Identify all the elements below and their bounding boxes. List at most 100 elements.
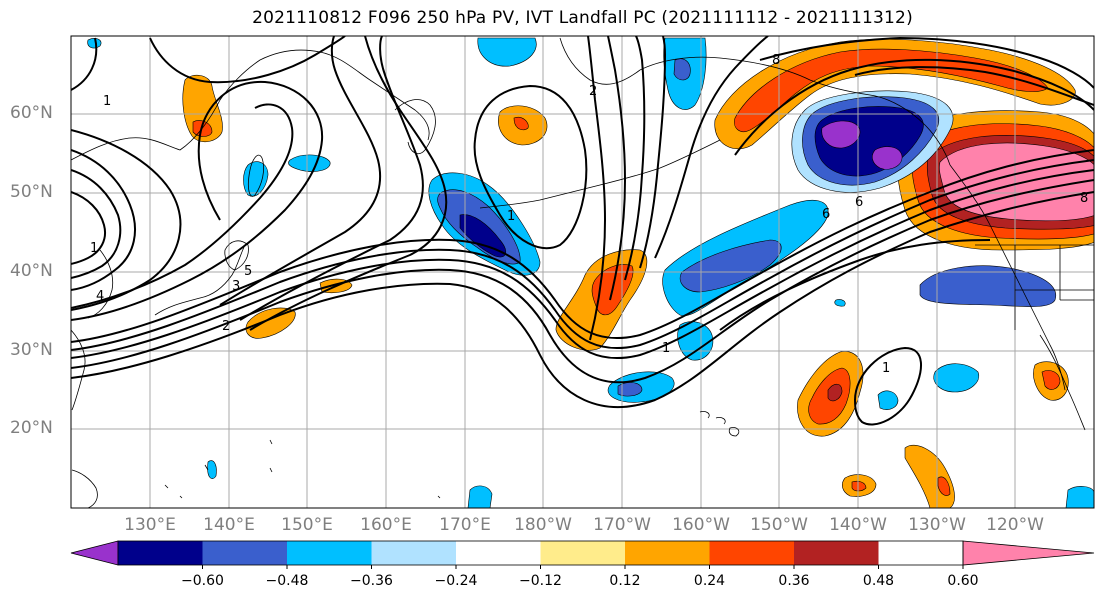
positive-anomaly-region bbox=[1041, 370, 1061, 390]
negative-anomaly-region bbox=[207, 460, 217, 479]
longitude-label: 140°W bbox=[829, 515, 887, 535]
contour-line bbox=[239, 36, 424, 321]
colorbar-segment bbox=[202, 541, 287, 565]
japan-islands bbox=[224, 240, 249, 271]
colorbar-tick-label: −0.48 bbox=[265, 573, 309, 589]
philippines-coastline bbox=[71, 469, 98, 508]
colorbar-tick-label: 0.60 bbox=[947, 573, 979, 589]
contour-line bbox=[853, 346, 923, 426]
negative-anomaly-region bbox=[919, 265, 1057, 307]
contour-label: 1 bbox=[103, 94, 111, 109]
ivt-contours bbox=[71, 36, 1094, 426]
contour-label: 1 bbox=[507, 209, 515, 224]
longitude-label: 170°E bbox=[439, 515, 491, 535]
longitude-label: 170°W bbox=[593, 515, 651, 535]
us-state-borders bbox=[1014, 245, 1094, 330]
contour-label: 8 bbox=[772, 53, 780, 68]
contour-line bbox=[249, 36, 448, 331]
contour-line bbox=[71, 129, 182, 311]
contour-label: 1 bbox=[662, 341, 670, 356]
contour-labels: 1 1 1 1 1 2 2 3 4 5 6 6 8 8 bbox=[90, 53, 1088, 376]
negative-anomaly-region bbox=[679, 239, 782, 293]
contour-line bbox=[71, 159, 1094, 351]
north-america-coastline bbox=[949, 164, 1066, 391]
contour-label: 2 bbox=[222, 319, 230, 334]
contour-line bbox=[71, 149, 1094, 343]
negative-anomaly-region bbox=[673, 58, 691, 81]
colorbar bbox=[70, 540, 1095, 569]
positive-anomaly-region bbox=[939, 142, 1094, 222]
contour-line bbox=[639, 36, 667, 269]
colorbar-segment bbox=[709, 541, 794, 565]
colorbar-segment bbox=[625, 541, 710, 565]
contour-line bbox=[71, 37, 98, 91]
contour-line bbox=[607, 36, 627, 301]
contour-line bbox=[624, 36, 646, 281]
contour-line bbox=[854, 66, 1094, 106]
aleutian-islands bbox=[479, 184, 601, 209]
colorbar-segment bbox=[794, 541, 879, 565]
alaska-peninsula bbox=[599, 139, 721, 186]
colorbar-tick-label: −0.12 bbox=[519, 573, 562, 589]
positive-anomaly-region bbox=[827, 383, 843, 402]
contour-label: 1 bbox=[90, 241, 98, 256]
colorbar-tick-label: 0.36 bbox=[778, 573, 810, 589]
negative-anomaly-region bbox=[834, 299, 846, 307]
longitude-label: 150°E bbox=[281, 515, 333, 535]
contour-line bbox=[71, 149, 136, 291]
colorbar-segment bbox=[540, 541, 625, 565]
negative-anomaly-region bbox=[288, 154, 331, 172]
contour-label: 6 bbox=[855, 195, 863, 210]
colorbar-segment bbox=[118, 541, 203, 565]
longitude-label: 180°W bbox=[514, 515, 572, 535]
okhotsk-coastline bbox=[247, 154, 264, 197]
contour-line bbox=[759, 36, 1094, 89]
colorbar-tick-label: −0.36 bbox=[350, 573, 393, 589]
longitude-label: 160°W bbox=[672, 515, 730, 535]
contour-line bbox=[587, 36, 607, 341]
contour-line bbox=[219, 36, 382, 306]
colorbar-extend-high bbox=[962, 540, 1095, 566]
colorbar-ticks bbox=[202, 565, 964, 569]
latitude-label: 50°N bbox=[10, 182, 53, 202]
latitude-label: 40°N bbox=[10, 261, 53, 281]
colorbar-segment bbox=[456, 541, 541, 565]
colorbar-tick-label: 0.24 bbox=[693, 573, 726, 589]
map-panel: 1 1 1 1 1 2 2 3 4 5 6 6 8 8 bbox=[71, 36, 1094, 508]
japan-coastline bbox=[154, 244, 246, 316]
longitude-label: 160°E bbox=[360, 515, 412, 535]
negative-anomaly-region bbox=[477, 37, 537, 67]
map-title: 2021110812 F096 250 hPa PV, IVT Landfall… bbox=[252, 8, 913, 28]
bering-coastline bbox=[559, 37, 641, 85]
colorbar-tick-label: 0.12 bbox=[609, 573, 641, 589]
contour-label: 1 bbox=[882, 361, 890, 376]
colorbar-extend-low bbox=[70, 540, 119, 566]
contour-line bbox=[719, 239, 991, 331]
contour-label: 3 bbox=[232, 279, 240, 294]
positive-anomaly-region bbox=[937, 476, 951, 496]
contour-line bbox=[654, 36, 769, 259]
contour-line bbox=[734, 58, 1094, 156]
map-frame bbox=[70, 35, 1095, 509]
pacific-islands bbox=[164, 439, 441, 499]
contour-line bbox=[71, 169, 1094, 360]
china-coastline bbox=[71, 329, 86, 411]
negative-anomaly-region bbox=[459, 214, 507, 258]
negative-anomaly-region bbox=[877, 390, 899, 410]
contour-label: 2 bbox=[589, 84, 597, 99]
colorbar-segment bbox=[371, 541, 456, 565]
negative-anomaly-region bbox=[1065, 486, 1094, 508]
contour-label: 5 bbox=[244, 264, 252, 279]
contour-line bbox=[71, 191, 1094, 409]
contour-label: 8 bbox=[1080, 191, 1088, 206]
latitude-label: 60°N bbox=[10, 103, 53, 123]
contour-line bbox=[149, 36, 346, 84]
negative-anomaly-region bbox=[871, 146, 903, 170]
alaska-coastline bbox=[639, 56, 951, 166]
asia-coastline bbox=[71, 49, 430, 161]
contour-line bbox=[71, 169, 122, 279]
coastlines bbox=[71, 37, 1094, 508]
contour-label: 4 bbox=[96, 289, 104, 304]
contour-label: 6 bbox=[822, 207, 830, 222]
